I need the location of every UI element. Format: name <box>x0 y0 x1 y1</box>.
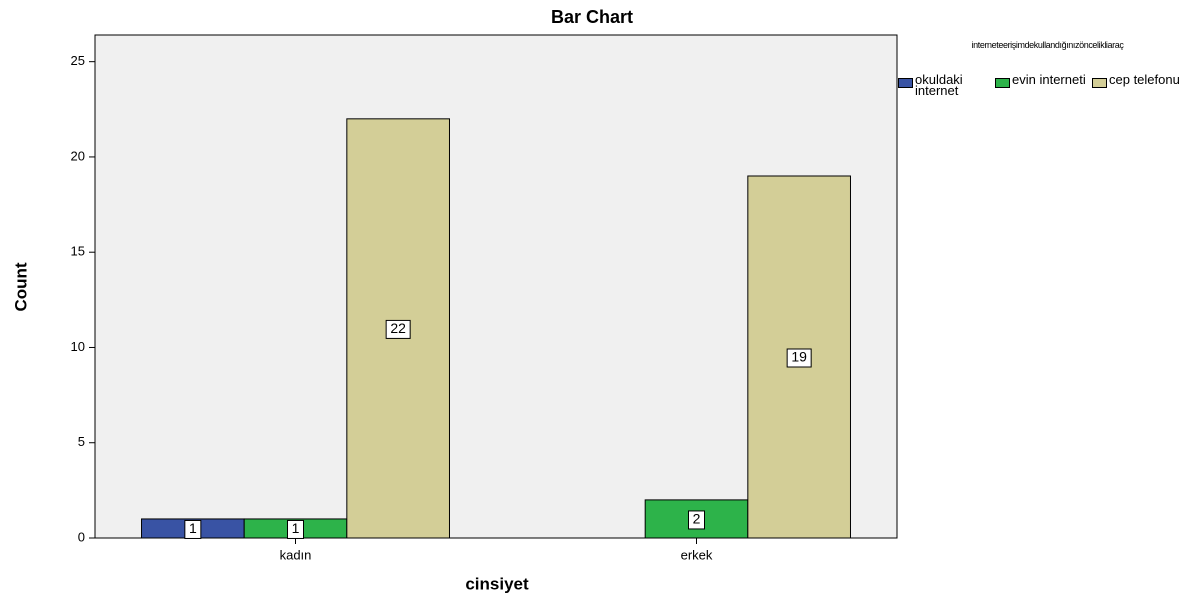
y-tick-label: 20 <box>71 148 85 163</box>
legend-item: okuldaki internet <box>898 72 989 98</box>
value-label: 2 <box>693 511 701 527</box>
legend-item: evin interneti <box>995 72 1086 88</box>
legend-item: cep telefonu <box>1092 72 1183 88</box>
value-label: 1 <box>292 520 300 536</box>
y-tick-label: 25 <box>71 53 85 68</box>
value-label: 19 <box>791 349 807 365</box>
y-tick-label: 15 <box>71 244 85 259</box>
legend-label: cep telefonu <box>1109 72 1180 87</box>
legend-label: okuldaki internet <box>915 72 963 98</box>
legend-swatch <box>995 78 1010 88</box>
value-label-box <box>385 319 411 339</box>
x-axis-label: cinsiyet <box>465 574 529 593</box>
value-label: 1 <box>189 520 197 536</box>
x-tick-label: erkek <box>681 547 713 562</box>
y-tick-label: 10 <box>71 339 85 354</box>
legend-swatch <box>898 78 913 88</box>
value-label: 22 <box>390 320 406 336</box>
chart-title: Bar Chart <box>551 7 633 27</box>
y-tick-label: 0 <box>78 529 85 544</box>
value-label-box <box>184 519 202 539</box>
legend-title: interneteerişimdekullandığınızönceliklia… <box>971 40 1124 50</box>
x-tick-label: kadın <box>280 547 312 562</box>
value-label-box <box>786 348 812 368</box>
legend-swatch <box>1092 78 1107 88</box>
y-axis-label: Count <box>11 262 30 311</box>
y-tick-label: 5 <box>78 434 85 449</box>
value-label-box <box>287 519 304 539</box>
value-label-box <box>688 510 705 530</box>
legend-label: evin interneti <box>1012 72 1086 87</box>
